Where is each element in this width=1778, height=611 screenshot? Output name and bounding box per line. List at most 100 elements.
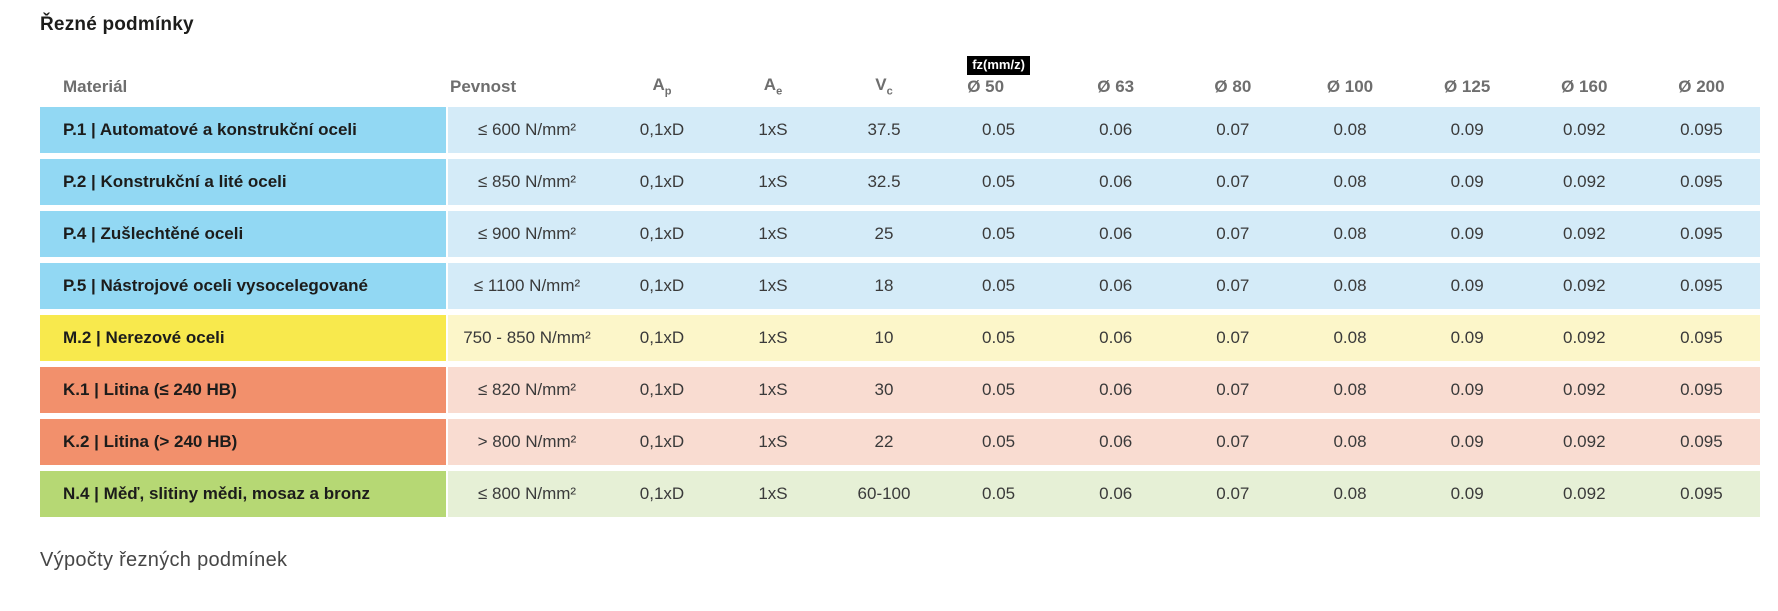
column-header-material: Materiál [63,77,128,96]
vc-cell: 32.5 [828,159,940,205]
fz-cell: 0.06 [1057,107,1175,153]
material-cell: M.2 | Nerezové oceli [40,315,448,361]
ae-cell: 1xS [718,263,828,309]
header-ap-base: A [652,74,665,94]
column-header-pevnost: Pevnost [450,77,517,96]
fz-cell: 0.08 [1291,263,1409,309]
material-cell: P.4 | Zušlechtěné oceli [40,211,448,257]
fz-cell: 0.09 [1408,159,1526,205]
column-header-ap: Ap [606,54,718,101]
fz-cell: 0.095 [1642,159,1760,205]
fz-cell: 0.09 [1408,471,1526,517]
fz-cell: 0.092 [1525,315,1643,361]
ap-cell: 0,1xD [606,211,718,257]
fz-cell: 0.05 [940,263,1058,309]
cutting-conditions-table: Materiál Pevnost Ap Ae Vc fz(mm/z) Ø 50 Ø … [40,48,1760,523]
pevnost-cell: ≤ 600 N/mm² [448,107,606,153]
column-header-vc: Vc [828,54,940,101]
ap-cell: 0,1xD [606,263,718,309]
ae-cell: 1xS [718,367,828,413]
fz-cell: 0.095 [1642,107,1760,153]
table-row: K.1 | Litina (≤ 240 HB) ≤ 820 N/mm² 0,1xD 1… [40,367,1760,413]
fz-cell: 0.06 [1057,263,1175,309]
fz-cell: 0.08 [1291,211,1409,257]
ae-cell: 1xS [718,315,828,361]
fz-cell: 0.092 [1525,367,1643,413]
fz-cell: 0.06 [1057,419,1175,465]
table-row: M.2 | Nerezové oceli 750 - 850 N/mm² 0,1xD… [40,315,1760,361]
fz-cell: 0.07 [1174,159,1292,205]
section-title-calculations: Výpočty řezných podmínek [40,549,288,571]
page-title: Řezné podmínky [40,14,194,35]
fz-cell: 0.09 [1408,419,1526,465]
fz-cell: 0.09 [1408,211,1526,257]
vc-cell: 18 [828,263,940,309]
header-ae-sub: e [776,85,783,97]
fz-cell: 0.06 [1057,471,1175,517]
vc-cell: 25 [828,211,940,257]
fz-cell: 0.05 [940,419,1058,465]
fz-cell: 0.05 [940,159,1058,205]
pevnost-cell: > 800 N/mm² [448,419,606,465]
vc-cell: 10 [828,315,940,361]
fz-cell: 0.092 [1525,107,1643,153]
fz-cell: 0.095 [1642,211,1760,257]
ap-cell: 0,1xD [606,471,718,517]
pevnost-cell: ≤ 800 N/mm² [448,471,606,517]
table-row: P.4 | Zušlechtěné oceli ≤ 900 N/mm² 0,1xD 1… [40,211,1760,257]
fz-cell: 0.06 [1057,159,1175,205]
fz-cell: 0.08 [1291,367,1409,413]
material-cell: N.4 | Měď, slitiny mědi, mosaz a bronz [40,471,448,517]
fz-cell: 0.07 [1174,367,1292,413]
fz-cell: 0.09 [1408,107,1526,153]
column-header-diameter: Ø 80 [1214,77,1252,96]
fz-cell: 0.092 [1525,159,1643,205]
fz-cell: 0.08 [1291,315,1409,361]
fz-cell: 0.092 [1525,211,1643,257]
fz-cell: 0.092 [1525,263,1643,309]
header-ap-sub: p [664,85,672,97]
table-row: K.2 | Litina (> 240 HB) > 800 N/mm² 0,1xD 1… [40,419,1760,465]
table-row: P.1 | Automatové a konstrukční oceli ≤ 60… [40,107,1760,153]
fz-cell: 0.05 [940,367,1058,413]
ae-cell: 1xS [718,107,828,153]
diameter-header-with-unit: fz(mm/z) Ø 50 [967,54,1030,97]
material-cell: P.5 | Nástrojové oceli vysocelegované [40,263,448,309]
table-row: P.5 | Nástrojové oceli vysocelegované ≤ 1… [40,263,1760,309]
fz-cell: 0.095 [1642,419,1760,465]
fz-cell: 0.08 [1291,159,1409,205]
vc-cell: 30 [828,367,940,413]
ap-cell: 0,1xD [606,159,718,205]
ae-cell: 1xS [718,471,828,517]
column-header-diameter: Ø 100 [1326,77,1374,96]
fz-cell: 0.08 [1291,107,1409,153]
vc-cell: 22 [828,419,940,465]
fz-cell: 0.095 [1642,263,1760,309]
material-cell: P.2 | Konstrukční a lité oceli [40,159,448,205]
table-row: P.2 | Konstrukční a lité oceli ≤ 850 N/mm… [40,159,1760,205]
ae-cell: 1xS [718,419,828,465]
ae-cell: 1xS [718,159,828,205]
ap-cell: 0,1xD [606,419,718,465]
fz-cell: 0.06 [1057,315,1175,361]
fz-cell: 0.09 [1408,315,1526,361]
fz-cell: 0.095 [1642,367,1760,413]
fz-cell: 0.08 [1291,419,1409,465]
fz-cell: 0.06 [1057,367,1175,413]
pevnost-cell: ≤ 820 N/mm² [448,367,606,413]
fz-cell: 0.05 [940,471,1058,517]
fz-cell: 0.06 [1057,211,1175,257]
fz-cell: 0.07 [1174,263,1292,309]
vc-cell: 60-100 [828,471,940,517]
pevnost-cell: 750 - 850 N/mm² [448,315,606,361]
column-header-diameter: Ø 125 [1443,77,1491,96]
diameter-header-label: Ø 50 [967,77,1005,96]
fz-cell: 0.092 [1525,419,1643,465]
header-vc-sub: c [886,85,893,97]
column-header-diameter: Ø 63 [1097,77,1135,96]
ap-cell: 0,1xD [606,107,718,153]
column-header-ae: Ae [718,54,828,101]
fz-cell: 0.05 [940,211,1058,257]
column-header-diameter: Ø 160 [1561,77,1608,96]
fz-cell: 0.095 [1642,471,1760,517]
